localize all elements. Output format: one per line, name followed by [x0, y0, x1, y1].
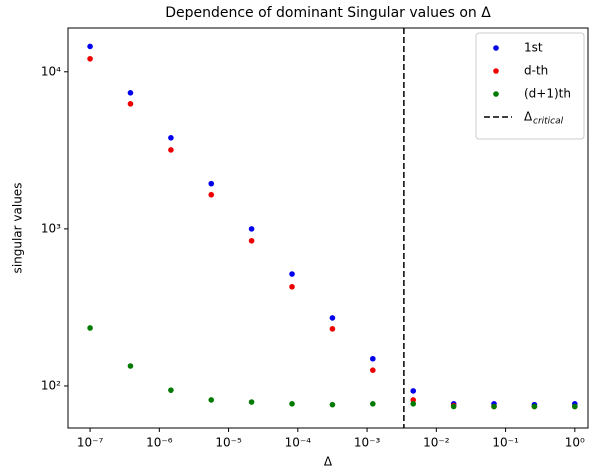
point	[450, 403, 457, 410]
legend-label: Δ	[524, 110, 533, 124]
point	[329, 326, 336, 332]
y-tick-label: 10²	[41, 378, 61, 392]
point	[208, 191, 215, 198]
point	[248, 226, 255, 232]
point	[127, 363, 134, 369]
point	[370, 367, 376, 373]
point	[410, 397, 417, 403]
point	[329, 401, 336, 408]
point	[289, 400, 295, 407]
x-tick-label: 10⁻²	[423, 436, 450, 450]
point	[329, 315, 336, 321]
x-tick-label: 10⁻⁶	[146, 436, 173, 450]
point	[572, 403, 578, 410]
point	[168, 134, 174, 141]
point	[289, 271, 295, 277]
legend-marker	[493, 91, 499, 97]
x-tick-label: 10⁰	[565, 436, 585, 450]
y-axis-label: singular values	[11, 183, 25, 274]
legend-marker	[493, 68, 499, 74]
point	[491, 403, 497, 410]
point	[410, 400, 417, 407]
point	[208, 180, 215, 187]
x-axis-label: Δ	[324, 455, 333, 469]
point	[87, 325, 93, 331]
point	[370, 400, 376, 407]
plot-frame	[67, 27, 589, 429]
point	[531, 403, 538, 410]
y-tick-label: 10³	[41, 221, 61, 235]
x-tick-label: 10⁻⁴	[285, 436, 312, 450]
legend-label: (d+1)th	[524, 87, 571, 101]
point	[127, 89, 134, 96]
legend-label-subscript: critical	[533, 117, 564, 127]
legend-box	[475, 32, 585, 140]
legend-label: d-th	[524, 64, 548, 78]
legend-marker	[493, 45, 499, 51]
point	[208, 397, 215, 403]
point	[87, 43, 93, 50]
point	[370, 355, 376, 362]
x-tick-label: 10⁻⁷	[77, 436, 104, 450]
x-tick-label: 10⁻⁵	[215, 436, 242, 450]
point	[168, 387, 174, 393]
x-tick-label: 10⁻¹	[492, 436, 519, 450]
point	[248, 237, 255, 244]
point	[248, 399, 255, 405]
point	[127, 101, 134, 107]
point	[168, 147, 174, 153]
chart-title: Dependence of dominant Singular values o…	[165, 5, 491, 21]
point	[87, 55, 93, 62]
y-tick-label: 10⁴	[41, 64, 61, 78]
point	[289, 283, 295, 290]
point	[410, 388, 417, 394]
x-tick-label: 10⁻³	[354, 436, 381, 450]
legend-label: 1st	[524, 41, 543, 55]
